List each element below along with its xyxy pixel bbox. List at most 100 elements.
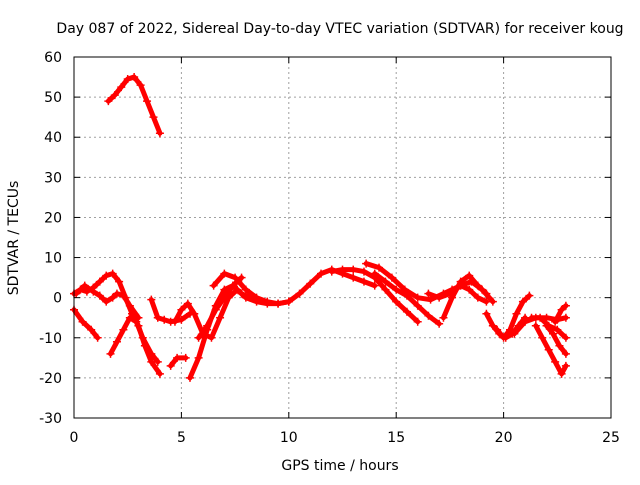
data-point-marker — [241, 285, 250, 294]
y-tick-label: 50 — [44, 90, 62, 106]
axis-ticks: 0 5 10 15 20 25 -30 -20 -10 0 10 20 30 40 50 60 — [39, 50, 620, 446]
data-point-marker — [349, 265, 358, 274]
series-track-7 — [166, 353, 190, 370]
data-point-marker — [327, 267, 336, 276]
data-point-marker — [160, 315, 169, 324]
data-point-marker — [482, 309, 491, 318]
data-point-marker — [413, 301, 422, 310]
data-point-marker — [147, 349, 156, 358]
data-point-marker — [119, 325, 128, 334]
series-line — [73, 283, 141, 321]
data-point-marker — [557, 369, 566, 378]
series-line — [148, 297, 193, 325]
data-point-marker — [375, 263, 384, 272]
data-point-marker — [488, 321, 497, 330]
series-line — [187, 283, 253, 381]
data-point-marker — [72, 289, 81, 298]
data-point-marker — [381, 277, 390, 286]
y-tick-label: -30 — [39, 411, 62, 427]
data-point-marker — [177, 305, 186, 314]
x-tick-label: 10 — [280, 430, 298, 446]
series-track-18 — [493, 291, 534, 342]
data-point-marker — [439, 313, 448, 322]
x-tick-label: 0 — [70, 430, 79, 446]
data-point-marker — [220, 293, 229, 302]
series-line — [108, 315, 161, 365]
data-point-marker — [115, 277, 124, 286]
data-point-marker — [521, 317, 530, 326]
data-point-marker — [525, 291, 534, 300]
series-track-23 — [551, 301, 570, 326]
data-point-marker — [78, 317, 87, 326]
data-point-marker — [561, 333, 570, 342]
data-point-marker — [478, 285, 487, 294]
series-line — [494, 293, 532, 341]
series-track-4 — [70, 305, 102, 342]
data-point-marker — [413, 317, 422, 326]
data-point-marker — [87, 325, 96, 334]
x-tick-label: 20 — [495, 430, 513, 446]
data-point-marker — [155, 129, 164, 138]
y-tick-label: 20 — [44, 210, 62, 226]
data-point-marker — [557, 305, 566, 314]
data-point-marker — [203, 321, 212, 330]
y-tick-label: 40 — [44, 130, 62, 146]
data-point-marker — [512, 309, 521, 318]
data-point-marker — [134, 313, 143, 322]
data-point-marker — [518, 297, 527, 306]
series-line — [196, 275, 245, 341]
data-point-marker — [531, 321, 540, 330]
data-point-marker — [306, 279, 315, 288]
data-point-marker — [338, 265, 347, 274]
series-track-1 — [104, 73, 164, 138]
data-point-marker — [147, 295, 156, 304]
data-point-marker — [166, 361, 175, 370]
data-point-marker — [110, 91, 119, 100]
data-point-marker — [506, 325, 515, 334]
data-point-marker — [112, 337, 121, 346]
data-point-marker — [173, 353, 182, 362]
data-point-marker — [125, 313, 134, 322]
data-point-marker — [153, 313, 162, 322]
data-series-layer — [70, 73, 570, 382]
data-point-marker — [220, 269, 229, 278]
data-point-marker — [349, 273, 358, 282]
data-point-marker — [424, 311, 433, 320]
data-point-marker — [536, 313, 545, 322]
data-point-marker — [456, 281, 465, 290]
x-tick-label: 25 — [602, 430, 620, 446]
data-point-marker — [136, 81, 145, 90]
data-point-marker — [387, 273, 396, 282]
data-point-marker — [119, 291, 128, 300]
data-point-marker — [465, 285, 474, 294]
data-point-marker — [228, 281, 237, 290]
data-point-marker — [392, 285, 401, 294]
data-point-marker — [381, 285, 390, 294]
data-point-marker — [102, 271, 111, 280]
data-point-marker — [499, 333, 508, 342]
data-point-marker — [544, 345, 553, 354]
chart-title: Day 087 of 2022, Sidereal Day-to-day VTE… — [56, 21, 623, 37]
series-track-11 — [209, 269, 293, 308]
data-point-marker — [435, 319, 444, 328]
data-point-marker — [106, 349, 115, 358]
data-point-marker — [89, 287, 98, 296]
data-point-marker — [155, 369, 164, 378]
data-point-marker — [209, 281, 218, 290]
data-point-marker — [93, 333, 102, 342]
data-point-marker — [445, 289, 454, 298]
data-point-marker — [274, 299, 283, 308]
data-point-marker — [130, 73, 139, 82]
data-point-marker — [263, 297, 272, 306]
data-point-marker — [104, 97, 113, 106]
x-axis-title: GPS time / hours — [281, 458, 398, 474]
data-point-marker — [153, 357, 162, 366]
series-track-3 — [72, 281, 143, 322]
data-point-marker — [527, 313, 536, 322]
data-point-marker — [102, 297, 111, 306]
data-point-marker — [561, 301, 570, 310]
data-point-marker — [473, 293, 482, 302]
data-point-marker — [80, 281, 89, 290]
